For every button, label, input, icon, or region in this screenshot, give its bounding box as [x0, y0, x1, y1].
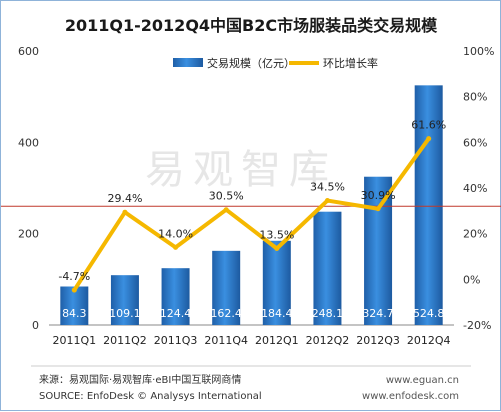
bar	[161, 268, 190, 325]
chart-title: 2011Q1-2012Q4中国B2C市场服装品类交易规模	[65, 16, 438, 35]
bar-value-label: 324.7	[362, 307, 394, 320]
left-axis-ticks: 0 200 400 600	[18, 45, 39, 332]
watermark: 易观智库	[145, 147, 337, 193]
growth-point	[426, 136, 432, 142]
bar-value-label: 109.1	[109, 307, 141, 320]
growth-point	[375, 206, 381, 212]
bar-value-label: 124.4	[160, 307, 192, 320]
bar	[313, 211, 342, 325]
growth-point	[71, 287, 77, 293]
growth-line-series	[71, 136, 432, 293]
category-label: 2012Q1	[255, 334, 299, 347]
growth-value-label: 14.0%	[158, 227, 193, 240]
right-tick-label: 80%	[463, 91, 487, 104]
bar	[60, 286, 89, 325]
growth-point	[324, 198, 330, 204]
growth-value-label: 30.9%	[361, 189, 396, 202]
growth-value-label: 34.5%	[310, 181, 345, 194]
right-tick-label: 20%	[463, 228, 487, 241]
right-tick-label: 100%	[463, 45, 494, 58]
growth-value-label: -4.7%	[58, 270, 90, 283]
bar	[212, 250, 241, 325]
bar-value-label: 184.4	[261, 307, 293, 320]
legend-bar-swatch	[173, 58, 203, 67]
growth-point	[122, 209, 128, 215]
right-tick-label: 0%	[463, 273, 480, 286]
category-labels: 2011Q1 2011Q2 2011Q3 2011Q4 2012Q1 2012Q2 2012…	[52, 334, 450, 347]
bar	[414, 85, 443, 325]
legend-bar-label: 交易规模（亿元）	[207, 56, 295, 70]
legend-line-label: 环比增长率	[323, 56, 378, 70]
bar	[364, 176, 393, 325]
category-label: 2011Q3	[154, 334, 198, 347]
left-tick-label: 600	[18, 45, 39, 58]
growth-value-label: 30.5%	[209, 190, 244, 203]
bar-value-label: 162.4	[210, 307, 242, 320]
category-label: 2012Q2	[306, 334, 350, 347]
left-tick-label: 0	[32, 319, 39, 332]
growth-value-label: 61.6%	[411, 119, 446, 132]
right-tick-label: 60%	[463, 136, 487, 149]
footer-site-eguan: www.eguan.cn	[386, 375, 459, 386]
growth-point	[173, 244, 179, 250]
category-label: 2011Q4	[204, 334, 248, 347]
footer-site-enfodesk: www.enfodesk.com	[362, 391, 459, 402]
category-label: 2012Q3	[356, 334, 400, 347]
growth-line	[72, 137, 431, 292]
growth-labels: -4.7% 29.4% 14.0% 30.5% 13.5% 34.5% 30.9% 61.6%	[58, 119, 446, 283]
right-axis-ticks: -20% 0% 20% 40% 60% 80% 100%	[463, 45, 494, 332]
footer-source-cn: 来源：易观国际·易观智库·eBI中国互联网商情	[39, 373, 241, 386]
bar	[110, 275, 139, 325]
bar	[262, 240, 291, 325]
growth-point	[274, 246, 280, 252]
left-tick-label: 200	[18, 228, 39, 241]
right-tick-label: -20%	[463, 319, 491, 332]
left-tick-label: 400	[18, 136, 39, 149]
bar-value-label: 524.8	[413, 307, 445, 320]
right-tick-label: 40%	[463, 182, 487, 195]
growth-point	[223, 207, 229, 213]
bar-value-label: 248.1	[312, 307, 344, 320]
growth-value-label: 13.5%	[259, 229, 294, 242]
legend: 交易规模（亿元） 环比增长率	[173, 56, 378, 70]
bar-value-label: 84.3	[62, 307, 87, 320]
category-label: 2011Q2	[103, 334, 147, 347]
growth-value-label: 29.4%	[107, 192, 142, 205]
category-label: 2012Q4	[407, 334, 451, 347]
bar-series: 84.3 109.1 124.4 162.4 184.4 248.1 324.7 524.8	[60, 85, 444, 325]
footer-source-en: SOURCE: EnfoDesk © Analysys Internationa…	[39, 391, 262, 402]
category-label: 2011Q1	[52, 334, 96, 347]
